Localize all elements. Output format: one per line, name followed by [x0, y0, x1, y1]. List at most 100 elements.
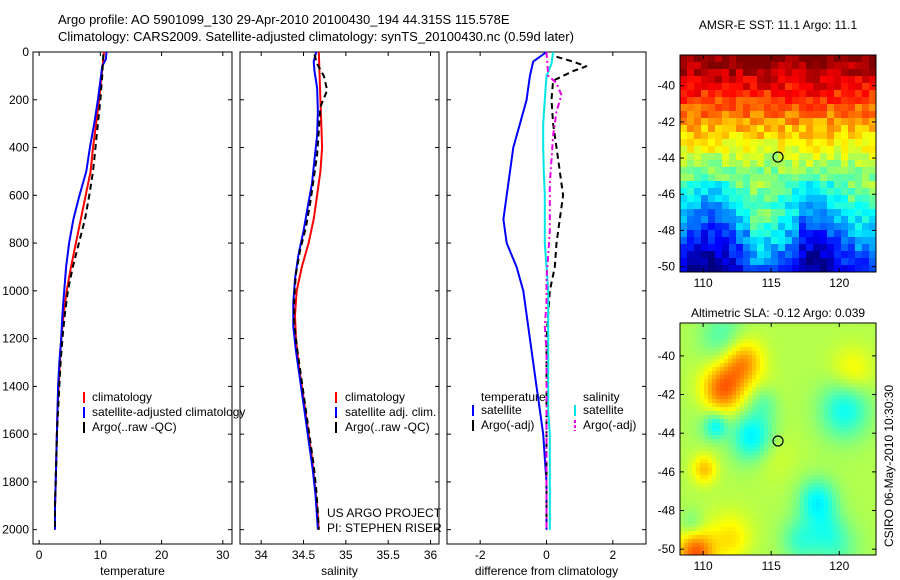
map-cell [724, 375, 729, 380]
map-cell [852, 551, 857, 555]
map-cell [696, 375, 701, 380]
map-cell [704, 507, 709, 512]
map-cell [780, 363, 785, 368]
map-cell [680, 343, 685, 348]
map-cell [720, 483, 725, 488]
map-cell [828, 455, 833, 460]
map-cell [820, 447, 825, 452]
map-cell [828, 427, 833, 432]
map-cell [684, 495, 689, 500]
map-cell [708, 499, 713, 504]
map-cell [796, 367, 801, 372]
map-cell [680, 391, 685, 396]
map-cell [844, 387, 849, 392]
map-cell [771, 167, 779, 175]
map-cell [836, 335, 841, 340]
map-cell [834, 139, 842, 147]
map-cell [700, 543, 705, 548]
map-cell [784, 347, 789, 352]
map-cell [862, 83, 870, 91]
map-cell [796, 355, 801, 360]
map-cell [852, 343, 857, 348]
map-cell [855, 118, 863, 126]
map-cell [708, 132, 716, 140]
map-cell [720, 511, 725, 516]
map-cell [752, 471, 757, 476]
map-cell [860, 507, 865, 512]
map-cell [806, 139, 814, 147]
map-cell [776, 519, 781, 524]
map-cell [715, 244, 723, 252]
map-cell [684, 479, 689, 484]
map-cell [785, 167, 793, 175]
map-cell [708, 167, 716, 175]
map-cell [848, 244, 856, 252]
map-cell [804, 335, 809, 340]
map-cell [768, 431, 773, 436]
map-cell [780, 443, 785, 448]
map-cell [768, 523, 773, 528]
map-cell [720, 527, 725, 532]
map-cell [760, 443, 765, 448]
map-cell [736, 97, 744, 105]
map-cell [772, 523, 777, 528]
map-cell [852, 327, 857, 332]
map-cell [800, 339, 805, 344]
map-cell [768, 475, 773, 480]
map-cell [701, 69, 709, 77]
map-cell [792, 347, 797, 352]
map-cell [808, 431, 813, 436]
map-cell [792, 167, 800, 175]
map-cell [692, 323, 697, 328]
map-cell [712, 503, 717, 508]
map-cell [724, 331, 729, 336]
map-cell [692, 391, 697, 396]
map-cell [796, 475, 801, 480]
map-cell [828, 423, 833, 428]
map-cell [834, 237, 842, 245]
map-cell [856, 471, 861, 476]
map-cell [776, 411, 781, 416]
map-cell [776, 487, 781, 492]
map-cell [708, 403, 713, 408]
map-cell [820, 391, 825, 396]
map-cell [684, 415, 689, 420]
map-cell [743, 90, 751, 98]
map-cell [827, 83, 835, 91]
map-cell [828, 431, 833, 436]
map-cell [860, 487, 865, 492]
map-cell [708, 363, 713, 368]
map-cell [860, 387, 865, 392]
map-cell [828, 407, 833, 412]
map-cell [806, 167, 814, 175]
map-cell [780, 347, 785, 352]
map-cell [736, 459, 741, 464]
map-cell [864, 387, 869, 392]
map-cell [832, 375, 837, 380]
map-cell [752, 439, 757, 444]
series-line-argo-adj- [545, 55, 588, 530]
map-cell [820, 258, 828, 266]
map-cell [756, 507, 761, 512]
map-cell [732, 479, 737, 484]
map-cell [680, 97, 688, 105]
map-cell [680, 209, 688, 217]
map-cell [841, 62, 849, 70]
map-cell [696, 379, 701, 384]
map-cell [757, 181, 765, 189]
map-cell [824, 403, 829, 408]
map-cell [841, 237, 849, 245]
map-cell [771, 55, 779, 63]
map-cell [816, 499, 821, 504]
map-cell [680, 55, 688, 63]
map-cell [736, 539, 741, 544]
map-cell [729, 62, 737, 70]
map-cell [712, 475, 717, 480]
map-cell [772, 491, 777, 496]
map-cell [778, 160, 786, 168]
map-cell [756, 543, 761, 548]
map-cell [728, 471, 733, 476]
map-cell [748, 327, 753, 332]
map-cell [840, 415, 845, 420]
map-cell [772, 467, 777, 472]
